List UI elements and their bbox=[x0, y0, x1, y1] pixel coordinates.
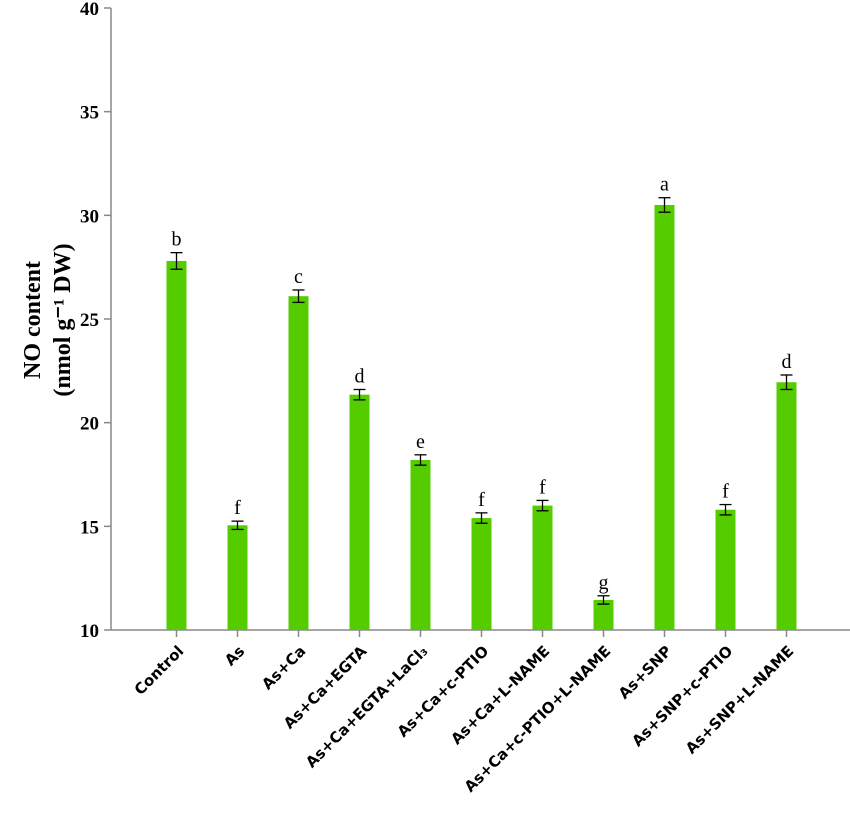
bar bbox=[349, 394, 370, 630]
bar bbox=[593, 599, 614, 630]
error-bar bbox=[597, 595, 610, 605]
bar bbox=[410, 459, 431, 630]
significance-letter: f bbox=[234, 497, 241, 519]
error-bar bbox=[231, 520, 244, 531]
significance-letter: b bbox=[172, 229, 182, 251]
bar bbox=[776, 382, 797, 630]
y-tick-label: 35 bbox=[80, 103, 99, 124]
bar bbox=[532, 505, 553, 630]
significance-letter: c bbox=[294, 266, 303, 288]
error-bar bbox=[170, 252, 183, 270]
y-tick-label: 40 bbox=[80, 0, 99, 20]
y-axis-title: NO content (nmol g⁻¹ DW) bbox=[20, 243, 76, 396]
x-tick-label: Control bbox=[131, 642, 188, 699]
significance-letter: e bbox=[416, 431, 425, 453]
error-bar bbox=[353, 388, 366, 401]
significance-letter: d bbox=[355, 365, 365, 387]
error-bar bbox=[475, 512, 488, 524]
y-tick-label: 20 bbox=[80, 414, 99, 435]
significance-letter: f bbox=[478, 489, 485, 511]
x-tick-label: As+Ca+EGTA+LaCl₃ bbox=[302, 642, 431, 771]
error-bar bbox=[658, 197, 671, 213]
x-tick-label: As+SNP+L-NAME bbox=[682, 642, 797, 757]
significance-letter: a bbox=[660, 174, 669, 196]
significance-letter: g bbox=[599, 572, 609, 594]
bar bbox=[288, 296, 309, 630]
y-tick-label: 15 bbox=[80, 517, 99, 538]
significance-letter: f bbox=[722, 481, 729, 503]
significance-letter: f bbox=[539, 476, 546, 498]
bar bbox=[654, 204, 675, 630]
y-tick-label: 10 bbox=[80, 621, 99, 642]
bar bbox=[166, 260, 187, 630]
bar bbox=[715, 509, 736, 630]
y-axis-title-line: (nmol g⁻¹ DW) bbox=[50, 243, 76, 396]
x-tick-label: As bbox=[221, 642, 248, 669]
bar bbox=[471, 518, 492, 630]
error-bar bbox=[719, 503, 732, 516]
y-tick-label: 25 bbox=[80, 310, 99, 331]
y-tick-label: 30 bbox=[80, 206, 99, 227]
error-bar bbox=[536, 499, 549, 512]
bar bbox=[227, 525, 248, 630]
significance-letter: d bbox=[782, 351, 792, 373]
x-tick-label: As+SNP+c-PTIO bbox=[628, 642, 736, 750]
error-bar bbox=[780, 374, 793, 391]
error-bar bbox=[292, 289, 305, 304]
y-axis-title-line: NO content bbox=[20, 261, 46, 379]
x-tick-label: As+SNP bbox=[615, 642, 675, 702]
error-bar bbox=[414, 454, 427, 466]
x-tick-label: As+Ca bbox=[258, 642, 309, 693]
